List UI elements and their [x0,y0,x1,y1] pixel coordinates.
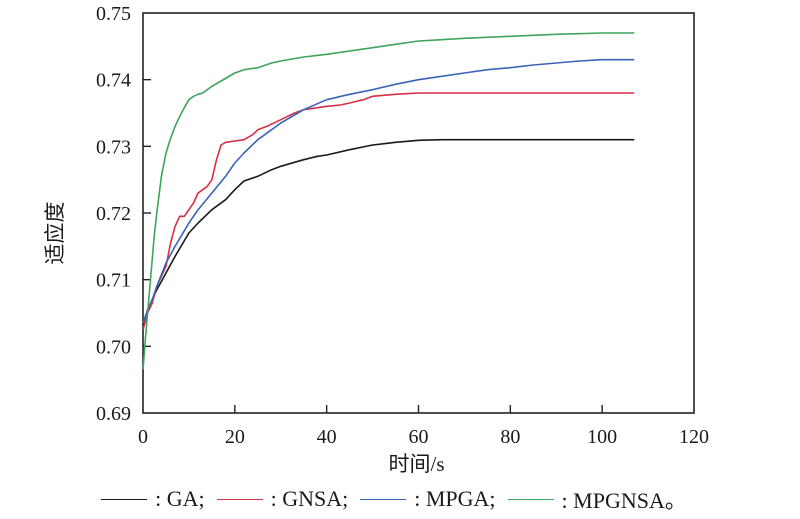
fitness-chart: 0 20 40 60 80 100 120 0.69 0.70 0.71 0.72 0.73 0.74… [43,3,709,476]
y-axis: 0.69 0.70 0.71 0.72 0.73 0.74 0.75 [96,3,151,425]
x-tick-label: 120 [679,426,709,448]
series-line-mpga [142,58,635,324]
legend: : GA; : GNSA; : MPGA; : MPGNSA。 [0,484,800,514]
legend-item-ga: : GA; [101,486,205,512]
series-line-mpgnsa [142,32,635,370]
legend-item-gnsa: : GNSA; [216,486,349,512]
x-tick-label: 20 [225,426,245,448]
y-tick-label: 0.70 [96,336,131,358]
y-tick-label: 0.74 [96,70,131,92]
plot-frame [142,12,695,414]
legend-label-gnsa: : GNSA; [270,486,349,511]
legend-swatch-mpgnsa [507,498,554,500]
legend-item-mpga: : MPGA; [360,486,496,512]
legend-item-mpgnsa: : MPGNSA。 [507,483,687,515]
series-lines [142,32,635,370]
y-tick-label: 0.73 [96,136,131,158]
x-tick-label: 100 [587,426,617,448]
x-tick-label: 0 [138,426,148,448]
y-tick-label: 0.69 [96,403,131,425]
x-axis-title: 时间/s [388,452,444,476]
legend-swatch-gnsa [216,498,263,500]
legend-label-mpga: : MPGA; [414,486,496,511]
y-tick-label: 0.75 [96,3,131,25]
legend-swatch-ga [101,498,148,500]
x-axis: 0 20 40 60 80 100 120 [138,405,709,448]
series-line-ga [142,138,635,330]
x-tick-label: 60 [409,426,429,448]
y-tick-label: 0.72 [96,203,131,225]
legend-swatch-mpga [360,498,407,500]
x-tick-label: 80 [500,426,520,448]
legend-label-mpgnsa: : MPGNSA。 [561,488,687,513]
legend-label-ga: : GA; [155,486,205,511]
y-tick-label: 0.71 [96,270,131,292]
x-tick-label: 40 [317,426,337,448]
series-line-gnsa [142,92,635,330]
y-axis-title: 适应度 [43,202,67,265]
